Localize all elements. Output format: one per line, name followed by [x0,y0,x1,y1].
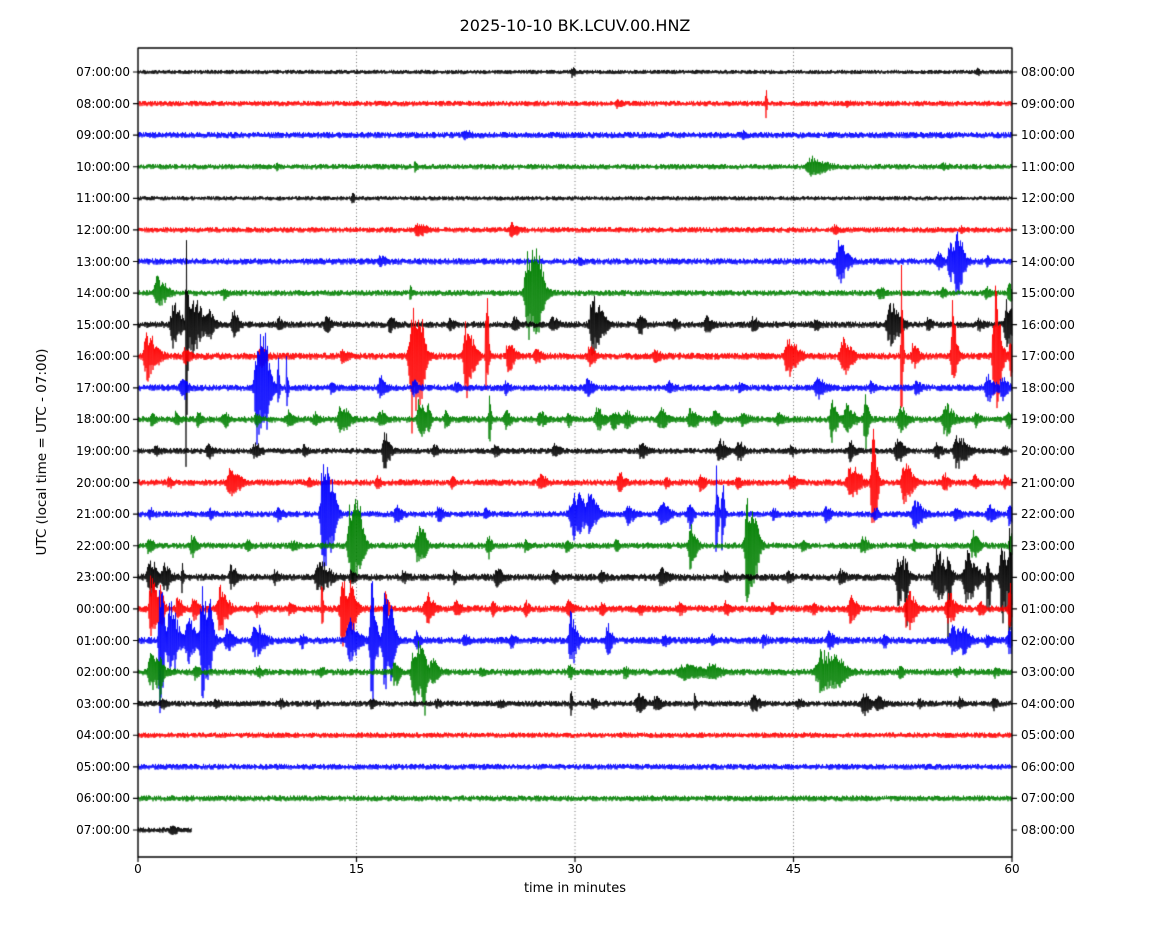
left-time-label: 17:00:00 [76,380,130,395]
right-time-label: 16:00:00 [1021,317,1075,332]
right-time-label: 23:00:00 [1021,538,1075,553]
left-time-label: 09:00:00 [76,128,130,143]
x-tick-label: 0 [134,862,142,876]
right-time-label: 08:00:00 [1021,823,1075,837]
left-time-label: 18:00:00 [76,412,130,427]
right-time-label: 02:00:00 [1021,633,1075,648]
right-time-label: 17:00:00 [1021,349,1075,364]
right-time-label: 11:00:00 [1021,159,1075,174]
left-time-label: 04:00:00 [76,728,130,743]
right-time-label: 01:00:00 [1021,601,1075,616]
right-time-label: 00:00:00 [1021,570,1075,585]
left-time-label: 14:00:00 [76,286,130,301]
left-time-label: 03:00:00 [76,696,130,711]
left-time-label: 15:00:00 [76,317,130,332]
left-time-label: 10:00:00 [76,159,130,174]
right-time-label: 20:00:00 [1021,444,1075,458]
left-time-label: 05:00:00 [76,759,130,774]
right-time-label: 18:00:00 [1021,380,1075,395]
left-time-label: 07:00:00 [76,65,130,79]
left-time-label: 12:00:00 [76,222,130,237]
right-time-label: 04:00:00 [1021,696,1075,711]
right-time-label: 07:00:00 [1021,791,1075,806]
left-time-label: 20:00:00 [76,475,130,490]
left-time-label: 00:00:00 [76,601,130,616]
right-time-label: 15:00:00 [1021,286,1075,301]
left-time-label: 01:00:00 [76,633,130,648]
chart-title: 2025-10-10 BK.LCUV.00.HNZ [459,16,691,35]
left-time-label: 22:00:00 [76,538,130,553]
left-time-label: 23:00:00 [76,570,130,585]
right-time-label: 19:00:00 [1021,412,1075,427]
left-time-label: 06:00:00 [76,791,130,806]
left-time-label: 11:00:00 [76,191,130,206]
x-tick-label: 60 [1004,862,1020,876]
right-time-label: 08:00:00 [1021,65,1075,79]
left-time-label: 13:00:00 [76,254,130,269]
right-time-label: 06:00:00 [1021,759,1075,774]
right-time-label: 12:00:00 [1021,191,1075,206]
right-time-label: 21:00:00 [1021,475,1075,490]
left-time-label: 16:00:00 [76,349,130,364]
left-time-label: 02:00:00 [76,665,130,680]
left-time-label: 19:00:00 [76,444,130,458]
x-tick-label: 45 [785,862,802,876]
right-time-label: 13:00:00 [1021,222,1075,237]
right-time-label: 03:00:00 [1021,665,1075,680]
x-axis-label: time in minutes [523,881,627,896]
right-time-label: 14:00:00 [1021,254,1075,269]
right-time-label: 10:00:00 [1021,128,1075,143]
x-tick-label: 15 [348,862,365,876]
right-time-label: 22:00:00 [1021,507,1075,522]
left-time-label: 21:00:00 [76,507,130,522]
right-time-label: 05:00:00 [1021,728,1075,743]
left-time-label: 07:00:00 [76,823,130,837]
x-tick-label: 30 [567,862,583,876]
left-time-label: 08:00:00 [76,96,130,111]
right-time-label: 09:00:00 [1021,96,1075,111]
